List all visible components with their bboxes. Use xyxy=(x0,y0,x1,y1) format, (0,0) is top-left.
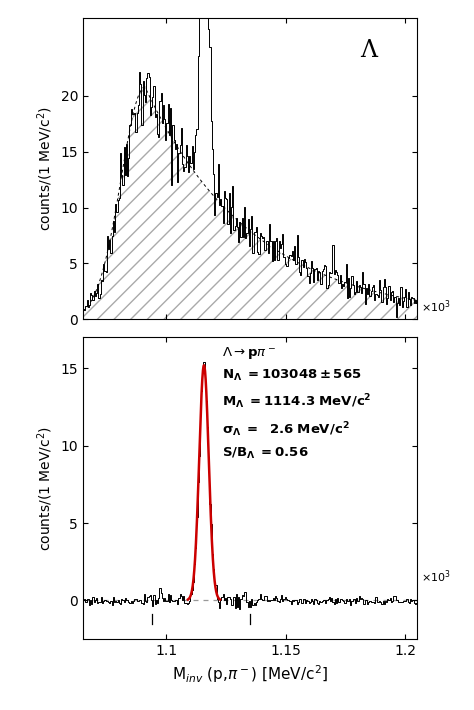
Text: $\times 10^3$: $\times 10^3$ xyxy=(421,298,451,315)
Text: Λ: Λ xyxy=(360,39,377,62)
Text: $\Lambda \rightarrow \mathbf{p}\pi^-$
$\mathbf{N_\Lambda}$ $\mathbf{= 103048 \pm: $\Lambda \rightarrow \mathbf{p}\pi^-$ $\… xyxy=(222,345,371,461)
Y-axis label: counts/(1 MeV/c$^2$): counts/(1 MeV/c$^2$) xyxy=(35,426,55,551)
Text: $\times 10^3$: $\times 10^3$ xyxy=(421,568,451,585)
X-axis label: M$_{inv}$ (p,$\pi^-$) [MeV/c$^2$]: M$_{inv}$ (p,$\pi^-$) [MeV/c$^2$] xyxy=(172,663,328,685)
Y-axis label: counts/(1 MeV/c$^2$): counts/(1 MeV/c$^2$) xyxy=(35,106,55,231)
